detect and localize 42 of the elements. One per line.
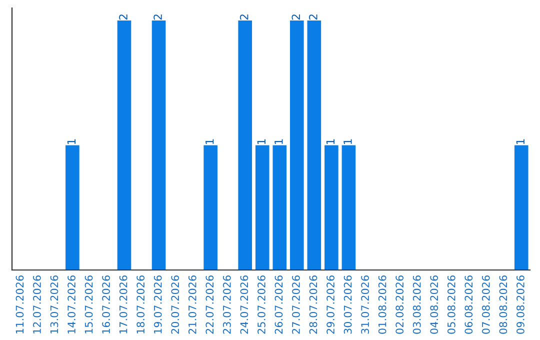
x-tick-label: 26.07.2026 xyxy=(274,276,283,334)
data-label: 1 xyxy=(274,139,283,144)
x-tick-label: 16.07.2026 xyxy=(102,276,110,334)
x-tick-label: 23.07.2026 xyxy=(222,276,231,334)
data-label: 1 xyxy=(326,139,334,144)
x-tick-label: 21.07.2026 xyxy=(188,276,196,334)
x-tick-label: 11.07.2026 xyxy=(16,276,24,334)
data-label: 2 xyxy=(292,14,300,20)
x-tick-label: 06.08.2026 xyxy=(464,276,473,334)
data-label: 2 xyxy=(308,14,318,20)
x-tick-label: 04.08.2026 xyxy=(430,276,438,334)
x-tick-label: 03.08.2026 xyxy=(412,276,421,334)
x-tick-label: 13.07.2026 xyxy=(50,276,58,334)
x-tick-label: 30.07.2026 xyxy=(344,276,352,334)
x-tick-label: 22.07.2026 xyxy=(206,276,214,334)
x-tick-label: 19.07.2026 xyxy=(154,276,162,334)
x-tick-label: 17.07.2026 xyxy=(119,276,128,334)
x-tick-label: 08.08.2026 xyxy=(499,276,508,334)
x-tick-label: 12.07.2026 xyxy=(33,276,41,334)
x-tick-label: 18.07.2026 xyxy=(136,276,145,334)
x-tick-label: 31.07.2026 xyxy=(361,276,369,334)
x-tick-label: 27.07.2026 xyxy=(292,276,300,334)
x-tick-label: 01.08.2026 xyxy=(378,276,386,334)
x-tick-label: 20.07.2026 xyxy=(171,276,180,334)
data-label: 2 xyxy=(240,14,248,20)
x-tick-label: 05.08.2026 xyxy=(447,276,456,334)
x-tick-label: 25.07.2026 xyxy=(258,276,266,334)
x-tick-label: 02.08.2026 xyxy=(396,276,404,334)
data-label: 2 xyxy=(119,14,128,20)
x-tick-label: 14.07.2026 xyxy=(68,276,76,334)
x-tick-label: 28.07.2026 xyxy=(309,276,318,334)
x-tick-label: 29.07.2026 xyxy=(326,276,334,334)
x-tick-label: 07.08.2026 xyxy=(482,276,490,334)
x-tick-label: 09.08.2026 xyxy=(516,276,524,334)
data-label: 1 xyxy=(344,139,352,144)
data-label: 2 xyxy=(154,14,162,20)
data-label: 1 xyxy=(257,139,266,144)
x-tick-label: 24.07.2026 xyxy=(240,276,248,334)
x-tick-label: 15.07.2026 xyxy=(84,276,93,334)
data-label: 1 xyxy=(67,139,76,144)
data-label: 1 xyxy=(206,139,214,144)
data-label: 1 xyxy=(516,139,524,144)
